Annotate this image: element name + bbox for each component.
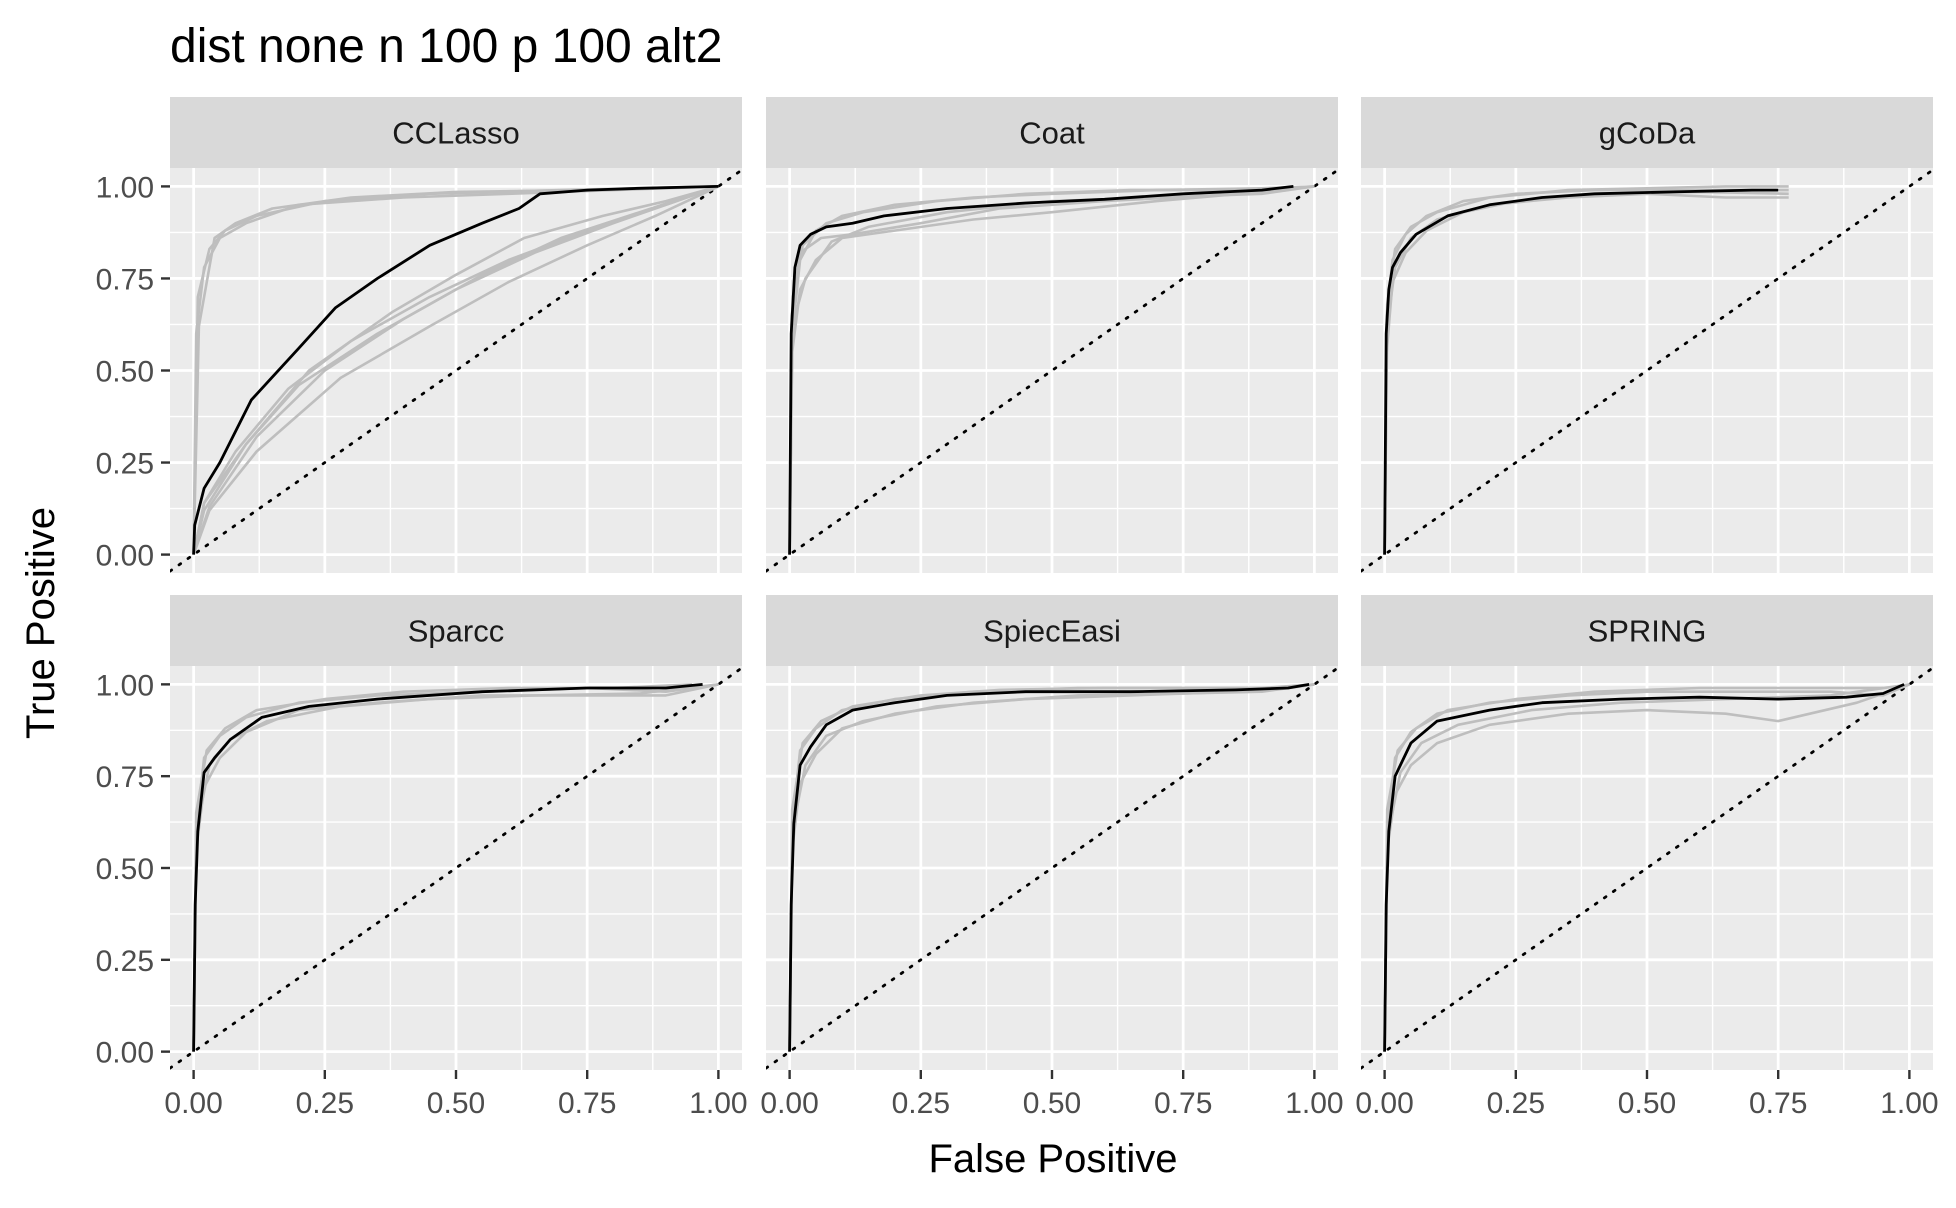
x-tick-label: 0.50 <box>427 1087 485 1120</box>
diagonal-reference-line <box>170 168 742 573</box>
x-axis-title: False Positive <box>929 1137 1178 1181</box>
chart-title: dist none n 100 p 100 alt2 <box>170 20 722 73</box>
x-tick-label: 1.00 <box>1285 1087 1343 1120</box>
mean-line <box>1383 188 1779 555</box>
replicate-line <box>1383 686 1884 1052</box>
panels-layer: CCLasso 0.00 0.25 0.50 0.75 1.00 Coat gCoDa Spar… <box>96 97 1939 1120</box>
replicate-line <box>788 683 1315 1052</box>
x-tick-label: 1.00 <box>1880 1087 1938 1120</box>
panel-sparcc: Sparcc 0.00 0.25 0.50 0.75 1.00 0.00 0.25 0.50 0.… <box>96 595 748 1120</box>
y-tick-label: 0.75 <box>96 263 154 296</box>
diagonal-reference-line <box>766 666 1338 1070</box>
strip-gcoda <box>1361 97 1933 168</box>
y-tick-label: 0.25 <box>96 945 154 978</box>
replicate-line <box>192 185 719 555</box>
mean-line <box>192 683 703 1052</box>
replicate-line <box>192 683 719 1052</box>
mean-line <box>192 185 719 555</box>
x-tick-label: 1.00 <box>689 1087 747 1120</box>
x-tick-label: 0.75 <box>1154 1087 1212 1120</box>
strip-label-spring: SPRING <box>1588 614 1707 649</box>
strip-spring <box>1361 595 1933 666</box>
y-tick-label: 0.00 <box>96 1037 154 1070</box>
y-axis-title: True Positive <box>19 507 63 739</box>
x-tick-label: 0.50 <box>1023 1087 1081 1120</box>
replicate-line <box>788 185 1315 555</box>
x-tick-label: 0.25 <box>892 1087 950 1120</box>
replicate-line <box>192 185 719 556</box>
replicate-line <box>192 185 719 555</box>
mean-line <box>788 185 1294 555</box>
y-tick-label: 1.00 <box>96 171 154 204</box>
x-tick-label: 0.25 <box>296 1087 354 1120</box>
strip-label-sparcc: Sparcc <box>408 614 504 649</box>
strip-cclasso <box>170 97 742 168</box>
diagonal-reference-line <box>1361 168 1933 573</box>
strip-label-spieceasi: SpiecEasi <box>983 614 1121 649</box>
y-tick-label: 1.00 <box>96 669 154 702</box>
replicate-line <box>1383 683 1910 1052</box>
strip-coat <box>766 97 1338 168</box>
diagonal-reference-line <box>1361 666 1933 1070</box>
replicate-line <box>192 185 719 556</box>
y-tick-label: 0.75 <box>96 761 154 794</box>
strip-label-coat: Coat <box>1019 116 1085 151</box>
x-tick-label: 0.25 <box>1487 1087 1545 1120</box>
strip-label-gcoda: gCoDa <box>1599 116 1696 151</box>
mean-line <box>1383 683 1905 1052</box>
strip-label-cclasso: CCLasso <box>392 116 520 151</box>
x-tick-label: 0.50 <box>1618 1087 1676 1120</box>
panel-gcoda: gCoDa <box>1361 97 1933 573</box>
panel-cclasso: CCLasso 0.00 0.25 0.50 0.75 1.00 <box>96 97 742 573</box>
panel-spring: SPRING 0.00 0.25 0.50 0.75 1.00 <box>1355 595 1939 1120</box>
replicate-line <box>788 185 1315 555</box>
x-tick-label: 0.00 <box>1355 1087 1413 1120</box>
y-tick-label: 0.00 <box>96 540 154 573</box>
diagonal-reference-line <box>170 666 742 1070</box>
panel-spieceasi: SpiecEasi 0.00 0.25 0.50 0.75 1.00 <box>760 595 1344 1120</box>
mean-line <box>788 683 1310 1052</box>
replicate-line <box>788 686 1289 1052</box>
strip-sparcc <box>170 595 742 666</box>
y-tick-label: 0.50 <box>96 853 154 886</box>
y-tick-label: 0.25 <box>96 448 154 481</box>
diagonal-reference-line <box>766 168 1338 573</box>
x-tick-label: 0.75 <box>1749 1087 1807 1120</box>
strip-spieceasi <box>766 595 1338 666</box>
x-tick-label: 0.00 <box>760 1087 818 1120</box>
x-tick-label: 0.75 <box>558 1087 616 1120</box>
x-tick-label: 0.00 <box>164 1087 222 1120</box>
y-tick-label: 0.50 <box>96 356 154 389</box>
panel-coat: Coat <box>766 97 1338 573</box>
